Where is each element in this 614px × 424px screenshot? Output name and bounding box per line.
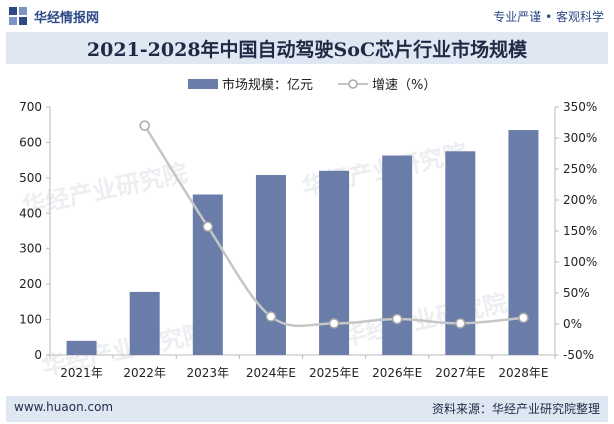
x-tick-label: 2028年E: [498, 366, 548, 380]
logo-icon: [8, 6, 28, 26]
y-right-tick-label: 150%: [563, 224, 597, 238]
legend-item-bars: 市场规模：亿元: [188, 74, 313, 93]
y-right-tick-label: 0%: [563, 317, 582, 331]
brand-logo[interactable]: 华经情报网: [8, 6, 99, 26]
y-left-tick-label: 600: [19, 135, 42, 149]
x-tick-label: 2022年: [123, 366, 166, 380]
x-tick-label: 2025年E: [309, 366, 359, 380]
growth-point: [265, 311, 277, 322]
x-tick-label: 2027年E: [435, 366, 485, 380]
y-left-tick-label: 300: [19, 242, 42, 256]
legend-label-line: 增速（%）: [372, 78, 437, 93]
growth-point: [455, 318, 466, 329]
x-tick-label: 2024年E: [246, 366, 296, 380]
y-right-tick-label: 250%: [563, 162, 597, 176]
y-right-tick-label: 200%: [563, 193, 597, 207]
y-left-tick-label: 500: [19, 171, 42, 185]
legend-bar-swatch: [188, 78, 218, 89]
bar: [192, 194, 223, 355]
bar: [66, 340, 97, 355]
growth-point: [139, 120, 150, 131]
footer-source: 资料来源：华经产业研究院整理: [431, 402, 600, 416]
chart-title: 2021-2028年中国自动驾驶SoC芯片行业市场规模: [86, 38, 528, 61]
legend: 市场规模：亿元 增速（%）: [0, 74, 614, 94]
y-left-tick-label: 100: [19, 313, 42, 327]
legend-line-swatch: [338, 78, 368, 89]
y-left-tick-label: 400: [19, 206, 42, 220]
footer: www.huaon.com 资料来源：华经产业研究院整理: [6, 396, 608, 422]
y-left-tick-label: 200: [19, 277, 42, 291]
y-left-tick-label: 700: [19, 100, 42, 114]
bar: [382, 155, 413, 355]
x-tick-label: 2026年E: [372, 366, 422, 380]
legend-label-bars: 市场规模：亿元: [222, 78, 314, 93]
bar: [255, 175, 286, 355]
growth-point: [391, 313, 403, 325]
top-bar: 华经情报网 专业严谨 • 客观科学: [0, 0, 614, 32]
title-band: 2021-2028年中国自动驾驶SoC芯片行业市场规模: [6, 32, 608, 64]
legend-item-line: 增速（%）: [338, 74, 436, 93]
y-right-tick-label: 50%: [563, 286, 590, 300]
x-tick-label: 2021年: [60, 366, 103, 380]
growth-point: [328, 318, 340, 329]
growth-point: [518, 312, 529, 324]
y-right-tick-label: 300%: [563, 131, 597, 145]
y-right-tick-label: 100%: [563, 255, 597, 269]
y-left-tick-label: 0: [34, 348, 42, 362]
y-right-tick-label: -50%: [563, 348, 594, 362]
x-tick-label: 2023年: [187, 366, 230, 380]
slogan: 专业严谨 • 客观科学: [493, 10, 604, 24]
bar: [129, 291, 160, 355]
footer-website[interactable]: www.huaon.com: [14, 400, 114, 414]
growth-point: [202, 221, 214, 232]
logo-text: 华经情报网: [34, 10, 100, 26]
y-right-tick-label: 350%: [563, 100, 597, 114]
